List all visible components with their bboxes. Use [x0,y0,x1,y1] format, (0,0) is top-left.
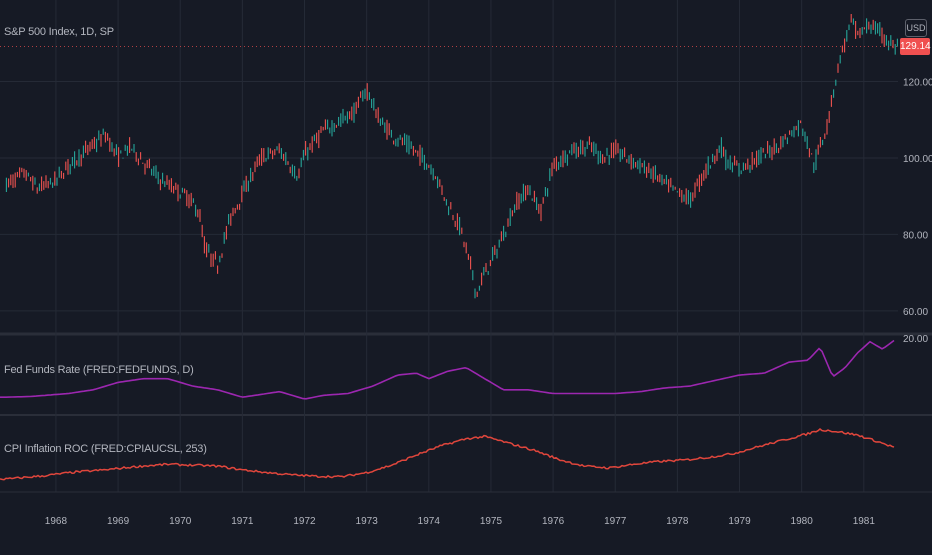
price-axis-label: 120.00 [903,77,932,88]
price-axis-label: 80.00 [903,230,928,241]
x-tick-label: 1977 [604,516,627,527]
last-price-tag: 129.14 [900,38,931,56]
x-tick-label: 1981 [853,516,876,527]
x-tick-label: 1969 [107,516,130,527]
cpi-inflation-line [0,428,895,481]
fed-pane-label[interactable]: Fed Funds Rate (FRED:FEDFUNDS, D) [4,364,194,376]
x-tick-label: 1974 [418,516,441,527]
x-tick-label: 1975 [480,516,503,527]
x-tick-label: 1968 [45,516,68,527]
x-tick-label: 1973 [356,516,379,527]
x-tick-label: 1979 [728,516,751,527]
cpi-pane-label[interactable]: CPI Inflation ROC (FRED:CPIAUCSL, 253) [4,443,207,455]
x-tick-label: 1978 [666,516,689,527]
x-tick-label: 1970 [169,516,192,527]
x-tick-label: 1971 [231,516,254,527]
x-tick-label: 1972 [293,516,316,527]
fed-axis-label: 20.00 [903,334,928,345]
price-axis-label: 100.00 [903,154,932,165]
price-axis-label: 60.00 [903,307,928,318]
fed-funds-line [0,339,895,400]
x-tick-label: 1976 [542,516,565,527]
currency-button[interactable]: USD [905,19,927,37]
price-pane-label[interactable]: S&P 500 Index, 1D, SP [4,26,114,38]
x-tick-label: 1980 [791,516,814,527]
